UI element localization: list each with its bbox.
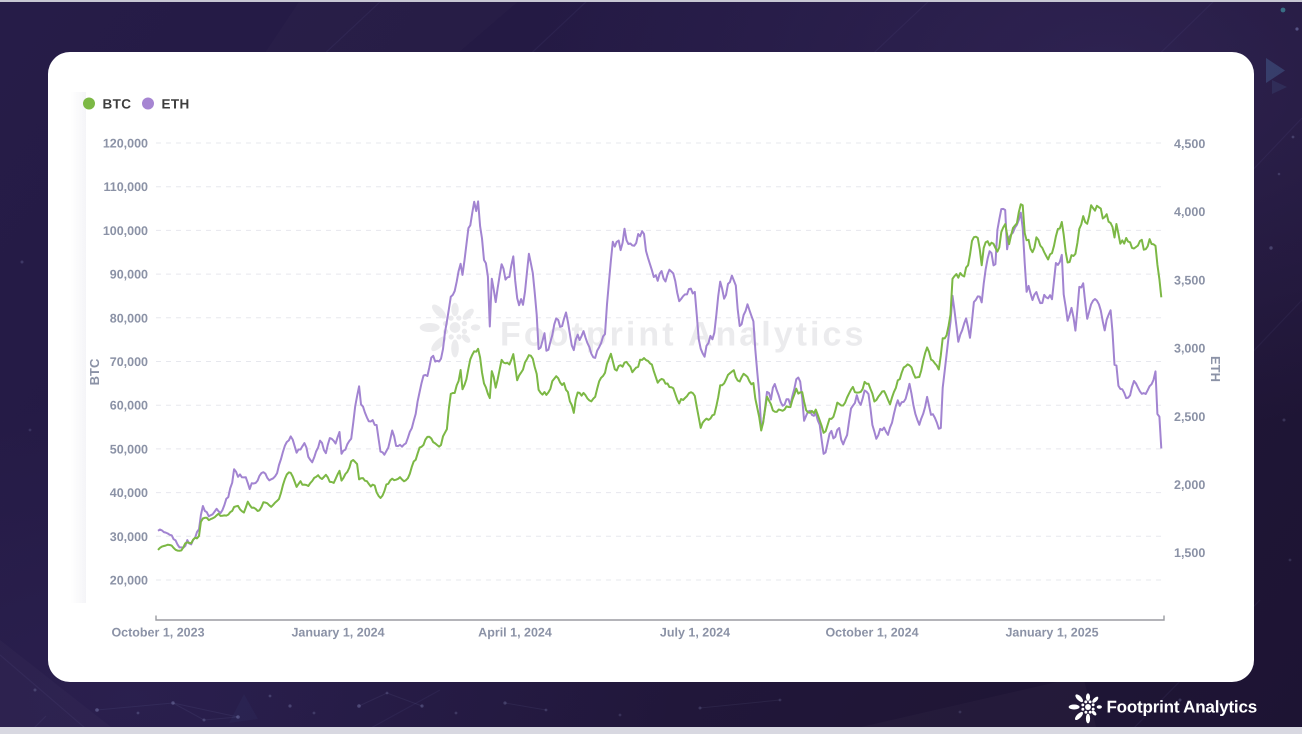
svg-text:60,000: 60,000 [110, 399, 148, 413]
svg-text:Footprint Analytics: Footprint Analytics [500, 316, 866, 354]
svg-text:April 1, 2024: April 1, 2024 [478, 626, 552, 640]
svg-text:4,000: 4,000 [1174, 205, 1205, 219]
svg-text:50,000: 50,000 [110, 442, 148, 456]
svg-text:Footprint Analytics: Footprint Analytics [1107, 698, 1257, 717]
svg-text:4,500: 4,500 [1174, 137, 1205, 151]
svg-text:120,000: 120,000 [103, 137, 148, 151]
svg-text:October 1, 2024: October 1, 2024 [825, 626, 918, 640]
svg-text:3,500: 3,500 [1174, 273, 1205, 287]
svg-text:110,000: 110,000 [104, 180, 149, 194]
svg-text:July 1, 2024: July 1, 2024 [660, 626, 730, 640]
svg-text:20,000: 20,000 [110, 574, 148, 588]
svg-text:90,000: 90,000 [110, 268, 148, 282]
svg-text:2,500: 2,500 [1174, 410, 1205, 424]
svg-text:80,000: 80,000 [110, 311, 148, 325]
svg-text:2,000: 2,000 [1174, 478, 1205, 492]
svg-text:January 1, 2025: January 1, 2025 [1005, 626, 1098, 640]
svg-text:ETH: ETH [162, 97, 190, 112]
svg-text:70,000: 70,000 [110, 355, 148, 369]
svg-text:100,000: 100,000 [103, 224, 148, 238]
svg-text:October 1, 2023: October 1, 2023 [111, 626, 204, 640]
svg-text:ETH: ETH [1208, 356, 1223, 382]
svg-text:January 1, 2024: January 1, 2024 [291, 626, 384, 640]
svg-text:30,000: 30,000 [110, 530, 148, 544]
svg-text:BTC: BTC [103, 97, 132, 112]
svg-text:1,500: 1,500 [1174, 546, 1205, 560]
svg-text:40,000: 40,000 [110, 486, 148, 500]
svg-text:3,000: 3,000 [1174, 342, 1205, 356]
svg-text:BTC: BTC [87, 358, 102, 385]
